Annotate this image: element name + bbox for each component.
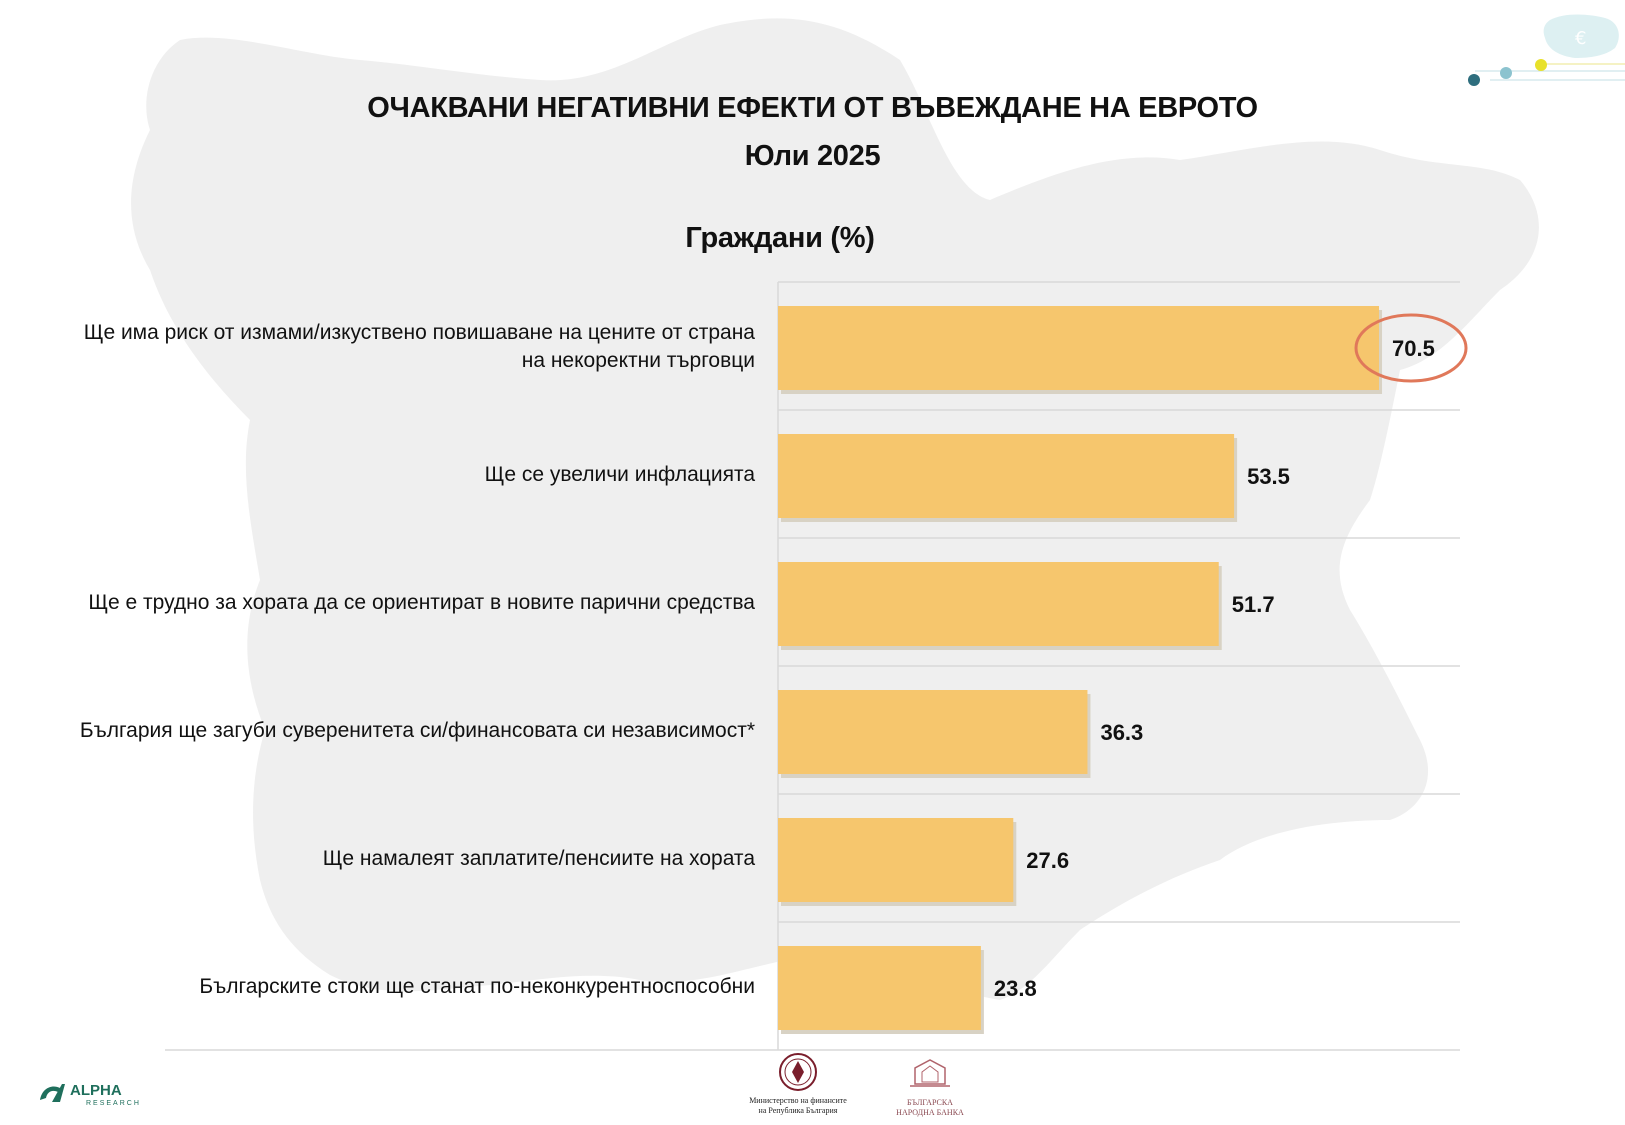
euro-symbol: €	[1575, 28, 1586, 49]
category-label-line: на некоректни търговци	[521, 349, 755, 372]
data-label-6: 23.8	[994, 976, 1037, 1001]
category-label-line: Ще има риск от измами/изкуствено повишав…	[83, 321, 755, 344]
category-label-3: Ще е трудно за хората да се ориентират в…	[75, 589, 755, 617]
category-label-line: Ще намалеят заплатите/пенсиите на хората	[322, 847, 755, 870]
bar-1	[778, 306, 1380, 390]
ministry-logo-line-2: на Република България	[758, 1106, 838, 1115]
category-label-1: Ще има риск от измами/изкуствено повишав…	[75, 319, 755, 375]
ministry-of-finance-logo: Министерство на финансите на Република Б…	[738, 1052, 858, 1122]
data-label-5: 27.6	[1026, 848, 1069, 873]
data-label-1: 70.5	[1392, 336, 1435, 361]
category-label-2: Ще се увеличи инфлацията	[75, 461, 755, 489]
data-label-2: 53.5	[1247, 464, 1290, 489]
bnb-logo: БЪЛГАРСКА НАРОДНА БАНКА	[880, 1054, 980, 1124]
bar-4	[778, 690, 1088, 774]
category-label-6: Българските стоки ще станат по-неконкуре…	[75, 973, 755, 1001]
bar-5	[778, 818, 1014, 902]
alpha-research-logo: ALPHA RESEARCH	[38, 1078, 158, 1108]
bar-6	[778, 946, 981, 1030]
chart-subtitle-group: Граждани (%)	[685, 222, 875, 254]
alpha-logo-subtext: RESEARCH	[86, 1100, 141, 1107]
bnb-logo-line-2: НАРОДНА БАНКА	[896, 1108, 964, 1117]
euro-map-decoration: €	[1468, 14, 1625, 86]
category-label-4: България ще загуби суверенитета си/финан…	[75, 717, 755, 745]
category-label-line: Ще се увеличи инфлацията	[484, 463, 755, 486]
data-label-3: 51.7	[1232, 592, 1275, 617]
alpha-logo-text: ALPHA	[70, 1082, 122, 1099]
chart-title: ОЧАКВАНИ НЕГАТИВНИ ЕФЕКТИ ОТ ВЪВЕЖДАНЕ Н…	[367, 92, 1258, 124]
chart-subtitle-date: Юли 2025	[744, 140, 881, 172]
bar-2	[778, 434, 1235, 518]
bar-3	[778, 562, 1219, 646]
bnb-logo-line-1: БЪЛГАРСКА	[907, 1098, 953, 1107]
ministry-logo-line-1: Министерство на финансите	[749, 1096, 847, 1105]
data-label-4: 36.3	[1100, 720, 1143, 745]
category-label-line: Ще е трудно за хората да се ориентират в…	[88, 591, 755, 614]
highlight-ring	[1354, 313, 1468, 383]
category-label-5: Ще намалеят заплатите/пенсиите на хората	[75, 845, 755, 873]
category-label-line: Българските стоки ще станат по-неконкуре…	[199, 975, 755, 998]
category-label-line: България ще загуби суверенитета си/финан…	[79, 719, 755, 742]
